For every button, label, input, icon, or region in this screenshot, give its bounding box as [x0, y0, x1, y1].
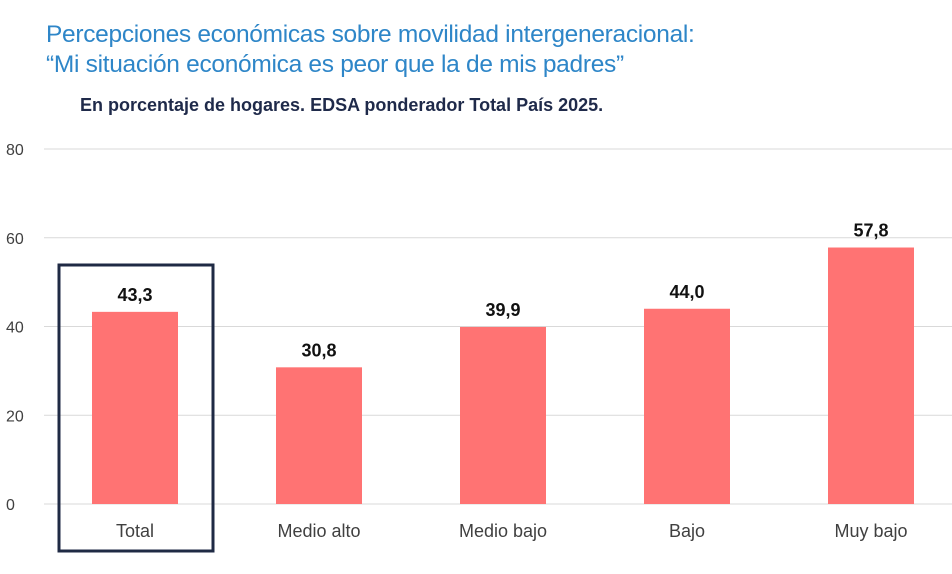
bar-medio-alto — [276, 367, 362, 504]
category-label: Bajo — [669, 521, 705, 541]
bars — [92, 247, 914, 504]
y-tick-label: 0 — [6, 497, 15, 514]
y-tick-label: 40 — [6, 320, 24, 337]
highlight-box-layer — [57, 263, 215, 553]
y-tick-label: 20 — [6, 408, 24, 425]
value-label: 43,3 — [117, 285, 152, 305]
y-tick-label: 60 — [6, 231, 24, 248]
chart-title-line-2: “Mi situación económica es peor que la d… — [46, 51, 624, 78]
chart-title: Percepciones económicas sobre movilidad … — [46, 20, 695, 80]
y-axis-ticks: 0 20 40 60 80 — [6, 142, 24, 514]
category-label: Muy bajo — [834, 521, 907, 541]
value-label: 30,8 — [301, 340, 336, 360]
category-label: Medio alto — [277, 521, 360, 541]
chart-title-line-1: Percepciones económicas sobre movilidad … — [46, 21, 695, 48]
highlight-box — [57, 263, 215, 553]
value-label: 57,8 — [853, 221, 888, 241]
y-tick-label: 80 — [6, 142, 24, 159]
bar-bajo — [644, 308, 730, 504]
category-label: Medio bajo — [459, 521, 547, 541]
bar-total — [92, 311, 178, 504]
bar-medio-bajo — [460, 326, 546, 504]
value-label: 44,0 — [669, 282, 704, 302]
chart-subtitle: En porcentaje de hogares. EDSA ponderado… — [80, 95, 604, 115]
category-labels: Total Medio alto Medio bajo Bajo Muy bajo — [116, 521, 908, 541]
value-label: 39,9 — [485, 300, 520, 320]
value-labels: 43,3 30,8 39,9 44,0 57,8 — [117, 221, 888, 361]
category-label: Total — [116, 521, 154, 541]
bar-muy-bajo — [828, 247, 914, 504]
gridlines — [44, 148, 952, 505]
